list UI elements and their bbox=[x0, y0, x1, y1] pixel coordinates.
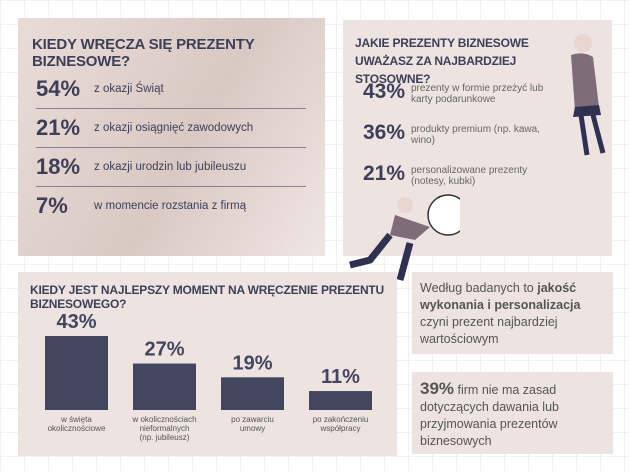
bar bbox=[45, 336, 108, 410]
label: produkty premium (np. kawa, wino) bbox=[411, 124, 540, 146]
text-segment: czyni prezent najbardziej wartościowym bbox=[420, 315, 558, 346]
bar bbox=[133, 363, 196, 410]
value-label: 11% bbox=[321, 366, 360, 388]
percent: 54% bbox=[36, 76, 81, 101]
row: 7% w momencie rozstania z firmą bbox=[36, 187, 306, 225]
row: 54% z okazji Świąt bbox=[36, 70, 306, 109]
percent: 18% bbox=[36, 154, 81, 179]
category-label: w święta bbox=[60, 415, 92, 424]
category-label: po zawarciu bbox=[231, 415, 274, 424]
text-segment: Według badanych to bbox=[420, 281, 538, 295]
item: 43% prezenty w formie przeżyć lub karty p… bbox=[363, 80, 561, 105]
percent: 21% bbox=[363, 162, 406, 185]
row: 18% z okazji urodzin lub jubileuszu bbox=[36, 148, 306, 187]
label: w momencie rozstania z firmą bbox=[94, 200, 247, 212]
percent: 43% bbox=[363, 80, 406, 103]
percent: 36% bbox=[363, 121, 406, 144]
item: 36% produkty premium (np. kawa, wino) bbox=[363, 121, 561, 146]
rules-note: 39% firm nie ma zasad dotyczących dawani… bbox=[412, 372, 613, 454]
value-label: 43% bbox=[56, 311, 96, 333]
bar bbox=[221, 377, 284, 410]
percent: 39% bbox=[420, 379, 455, 398]
category-label: umowy bbox=[240, 424, 265, 433]
label: z okazji Świąt bbox=[94, 83, 164, 95]
row: 21% z okazji osiągnięć zawodowych bbox=[36, 109, 306, 148]
illustration bbox=[571, 34, 606, 156]
moment-panel: KIEDY JEST NAJLEPSZY MOMENT NA WRĘCZENIE… bbox=[18, 272, 397, 456]
text-segment: jakość wykonania i personalizacja bbox=[420, 281, 581, 312]
when-panel: KIEDY WRĘCZA SIĘ PREZENTY BIZNESOWE? 54%… bbox=[18, 18, 325, 256]
bar bbox=[309, 391, 372, 410]
appropriate-panel: JAKIE PREZENTY BIZNESOWE UWAŻASZ ZA NAJB… bbox=[343, 20, 612, 256]
value-label: 19% bbox=[232, 352, 272, 374]
category-label: okolicznościowe bbox=[48, 424, 106, 433]
text: firm nie ma zasad dotyczących dawania lu… bbox=[420, 383, 559, 448]
category-label: nieformalnych bbox=[140, 424, 190, 433]
panel-title: KIEDY JEST NAJLEPSZY MOMENT NA WRĘCZENIE… bbox=[30, 283, 385, 311]
panel-title: JAKIE PREZENTY BIZNESOWE UWAŻASZ ZA NAJB… bbox=[355, 36, 529, 86]
label: z okazji urodzin lub jubileuszu bbox=[94, 161, 247, 173]
category-label: (np. jubileusz) bbox=[140, 433, 190, 442]
label: personalizowane prezenty (notesy, kubki) bbox=[411, 165, 528, 187]
category-label: współpracy bbox=[319, 424, 360, 433]
illustration bbox=[349, 194, 460, 281]
percent: 7% bbox=[36, 193, 68, 218]
percent: 21% bbox=[36, 115, 81, 140]
category-label: w okolicznościach bbox=[131, 415, 196, 424]
value-label: 27% bbox=[144, 339, 184, 361]
label: z okazji osiągnięć zawodowych bbox=[94, 122, 254, 134]
item: 21% personalizowane prezenty (notesy, kub… bbox=[363, 162, 561, 187]
quality-note: Według badanych to jakość wykonania i pe… bbox=[412, 272, 613, 354]
category-label: po zakończeniu bbox=[313, 415, 369, 424]
panel-title: KIEDY WRĘCZA SIĘ PREZENTY BIZNESOWE? bbox=[32, 36, 255, 70]
label: prezenty w formie przeżyć lub karty poda… bbox=[411, 83, 544, 105]
